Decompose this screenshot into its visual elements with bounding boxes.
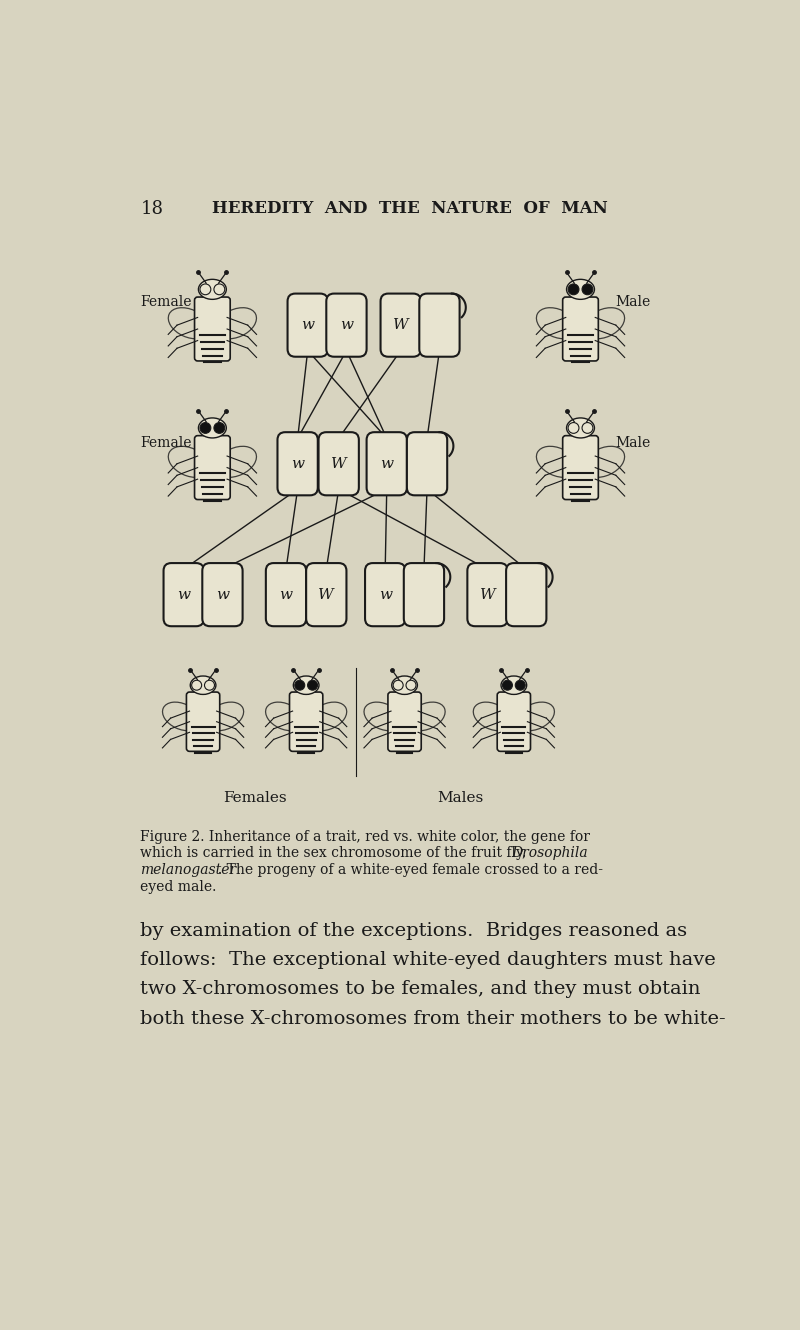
FancyBboxPatch shape	[419, 294, 459, 356]
FancyBboxPatch shape	[318, 432, 359, 495]
Text: Male: Male	[615, 295, 650, 309]
Text: w: w	[178, 588, 190, 601]
Ellipse shape	[568, 423, 579, 434]
Ellipse shape	[568, 283, 579, 295]
FancyBboxPatch shape	[562, 436, 598, 500]
Text: HEREDITY  AND  THE  NATURE  OF  MAN: HEREDITY AND THE NATURE OF MAN	[212, 200, 608, 217]
Ellipse shape	[566, 279, 594, 299]
FancyBboxPatch shape	[381, 294, 421, 356]
Text: w: w	[216, 588, 229, 601]
Text: 18: 18	[140, 200, 163, 218]
Ellipse shape	[198, 418, 226, 438]
Ellipse shape	[214, 283, 225, 295]
Ellipse shape	[392, 676, 418, 694]
FancyBboxPatch shape	[407, 432, 447, 495]
Text: by examination of the exceptions.  Bridges reasoned as: by examination of the exceptions. Bridge…	[140, 922, 687, 940]
FancyBboxPatch shape	[506, 563, 546, 626]
Text: w: w	[378, 588, 392, 601]
FancyBboxPatch shape	[404, 563, 444, 626]
FancyBboxPatch shape	[498, 692, 530, 751]
Ellipse shape	[294, 680, 305, 690]
FancyBboxPatch shape	[290, 692, 322, 751]
Text: two X-chromosomes to be females, and they must obtain: two X-chromosomes to be females, and the…	[140, 980, 701, 999]
FancyBboxPatch shape	[194, 436, 230, 500]
Ellipse shape	[566, 418, 594, 438]
Text: Male: Male	[615, 436, 650, 450]
Text: W: W	[318, 588, 334, 601]
FancyBboxPatch shape	[467, 563, 508, 626]
FancyBboxPatch shape	[388, 692, 422, 751]
Text: w: w	[279, 588, 293, 601]
Text: follows:  The exceptional white-eyed daughters must have: follows: The exceptional white-eyed daug…	[140, 951, 716, 970]
Text: . The progeny of a white-eyed female crossed to a red-: . The progeny of a white-eyed female cro…	[218, 863, 603, 878]
Ellipse shape	[190, 676, 216, 694]
FancyBboxPatch shape	[365, 563, 406, 626]
FancyBboxPatch shape	[366, 432, 407, 495]
Ellipse shape	[198, 279, 226, 299]
Ellipse shape	[582, 423, 593, 434]
Text: Female: Female	[140, 295, 192, 309]
Text: Females: Females	[223, 791, 287, 805]
Text: w: w	[340, 318, 353, 332]
Ellipse shape	[200, 423, 211, 434]
Ellipse shape	[501, 676, 526, 694]
Ellipse shape	[294, 676, 319, 694]
FancyBboxPatch shape	[287, 294, 328, 356]
Ellipse shape	[406, 680, 416, 690]
Ellipse shape	[582, 283, 593, 295]
Text: Males: Males	[438, 791, 483, 805]
Ellipse shape	[214, 423, 225, 434]
Text: both these X-chromosomes from their mothers to be white-: both these X-chromosomes from their moth…	[140, 1009, 726, 1028]
Text: melanogaster: melanogaster	[140, 863, 237, 878]
Text: W: W	[480, 588, 495, 601]
Ellipse shape	[515, 680, 526, 690]
FancyBboxPatch shape	[186, 692, 220, 751]
Ellipse shape	[502, 680, 513, 690]
Text: Female: Female	[140, 436, 192, 450]
Ellipse shape	[393, 680, 403, 690]
Text: Figure 2. Inheritance of a trait, red vs. white color, the gene for: Figure 2. Inheritance of a trait, red vs…	[140, 830, 590, 843]
FancyBboxPatch shape	[278, 432, 318, 495]
Text: Drosophila: Drosophila	[510, 846, 587, 861]
Ellipse shape	[200, 283, 211, 295]
Text: w: w	[302, 318, 314, 332]
Text: w: w	[380, 456, 394, 471]
FancyBboxPatch shape	[194, 297, 230, 360]
Text: W: W	[393, 318, 409, 332]
Text: which is carried in the sex chromosome of the fruit fly,: which is carried in the sex chromosome o…	[140, 846, 531, 861]
Text: W: W	[331, 456, 346, 471]
FancyBboxPatch shape	[202, 563, 242, 626]
FancyBboxPatch shape	[163, 563, 204, 626]
FancyBboxPatch shape	[266, 563, 306, 626]
Ellipse shape	[307, 680, 318, 690]
FancyBboxPatch shape	[306, 563, 346, 626]
Ellipse shape	[205, 680, 214, 690]
Ellipse shape	[192, 680, 202, 690]
FancyBboxPatch shape	[562, 297, 598, 360]
Text: eyed male.: eyed male.	[140, 880, 217, 894]
FancyBboxPatch shape	[326, 294, 366, 356]
Text: w: w	[291, 456, 304, 471]
